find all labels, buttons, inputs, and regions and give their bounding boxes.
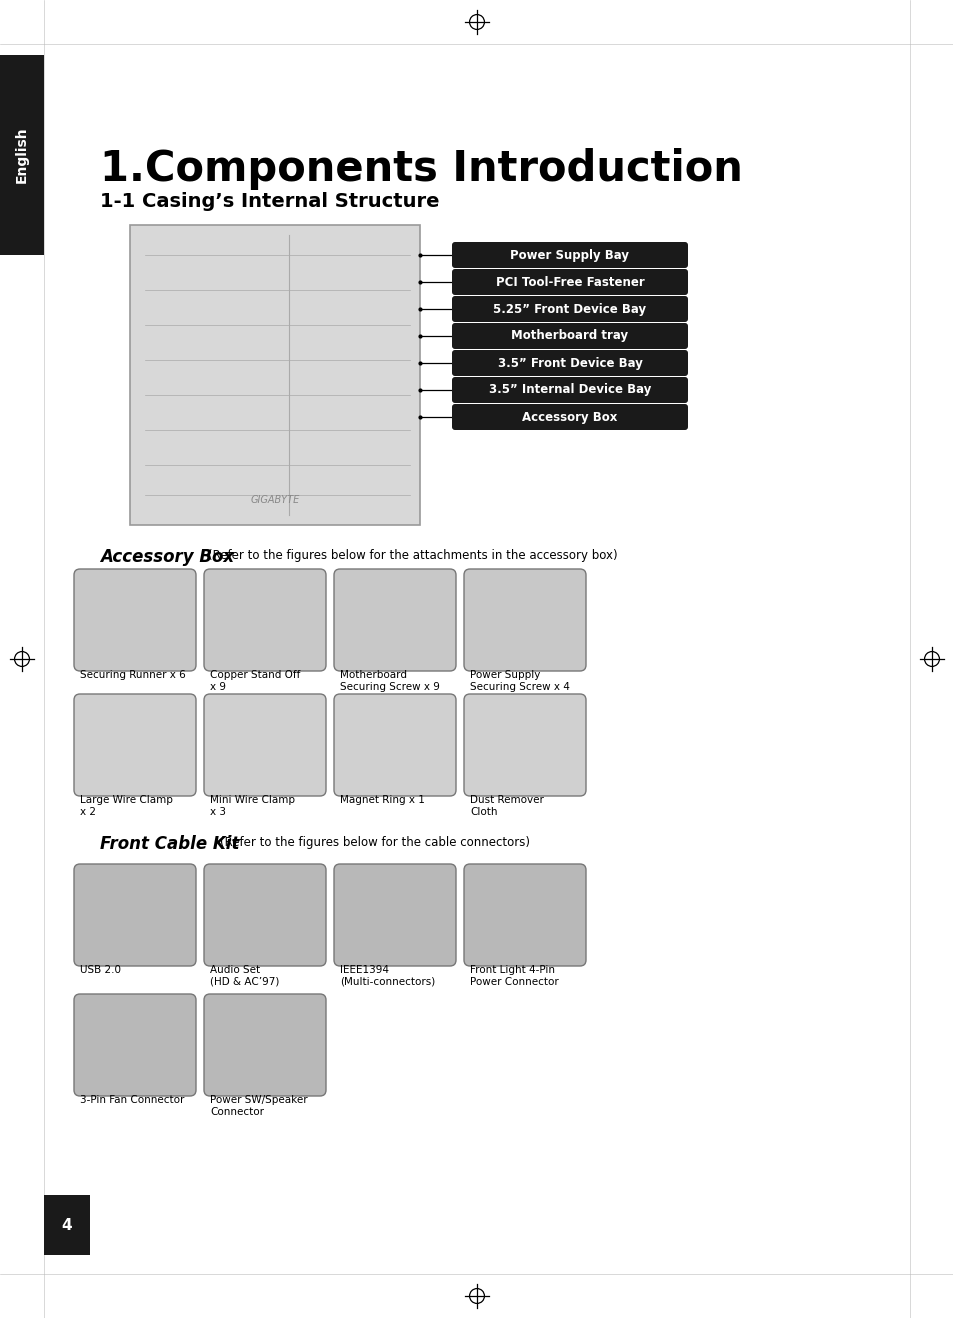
FancyBboxPatch shape xyxy=(334,695,456,796)
Text: 3.5” Front Device Bay: 3.5” Front Device Bay xyxy=(497,356,641,369)
Text: Front Cable Kit: Front Cable Kit xyxy=(100,836,239,853)
Bar xyxy=(44,1195,90,1255)
FancyBboxPatch shape xyxy=(334,569,456,671)
Text: Motherboard
Securing Screw x 9: Motherboard Securing Screw x 9 xyxy=(339,670,439,692)
Text: Mini Wire Clamp
x 3: Mini Wire Clamp x 3 xyxy=(210,795,294,817)
FancyBboxPatch shape xyxy=(74,695,195,796)
Text: USB 2.0: USB 2.0 xyxy=(80,965,121,975)
FancyBboxPatch shape xyxy=(204,865,326,966)
Text: (Refer to the figures below for the attachments in the accessory box): (Refer to the figures below for the atta… xyxy=(208,550,617,561)
FancyBboxPatch shape xyxy=(204,695,326,796)
FancyBboxPatch shape xyxy=(74,569,195,671)
Bar xyxy=(130,225,419,525)
Text: Dust Remover
Cloth: Dust Remover Cloth xyxy=(470,795,543,817)
Text: Magnet Ring x 1: Magnet Ring x 1 xyxy=(339,795,424,805)
Text: Motherboard tray: Motherboard tray xyxy=(511,330,628,343)
Text: Accessory Box: Accessory Box xyxy=(521,410,617,423)
Text: Audio Set
(HD & AC’97): Audio Set (HD & AC’97) xyxy=(210,965,279,987)
Text: Accessory Box: Accessory Box xyxy=(100,548,233,565)
Text: IEEE1394
(Multi-connectors): IEEE1394 (Multi-connectors) xyxy=(339,965,435,987)
Text: Large Wire Clamp
x 2: Large Wire Clamp x 2 xyxy=(80,795,172,817)
Bar xyxy=(0,55,44,254)
Text: 1.Components Introduction: 1.Components Introduction xyxy=(100,148,742,190)
FancyBboxPatch shape xyxy=(463,569,585,671)
FancyBboxPatch shape xyxy=(452,405,687,430)
FancyBboxPatch shape xyxy=(452,269,687,295)
FancyBboxPatch shape xyxy=(452,323,687,349)
Text: 3.5” Internal Device Bay: 3.5” Internal Device Bay xyxy=(488,384,651,397)
FancyBboxPatch shape xyxy=(452,297,687,322)
Text: English: English xyxy=(15,127,29,183)
Text: (Refer to the figures below for the cable connectors): (Refer to the figures below for the cabl… xyxy=(220,836,530,849)
FancyBboxPatch shape xyxy=(452,377,687,403)
Text: Power Supply
Securing Screw x 4: Power Supply Securing Screw x 4 xyxy=(470,670,569,692)
Text: PCI Tool-Free Fastener: PCI Tool-Free Fastener xyxy=(496,275,643,289)
FancyBboxPatch shape xyxy=(452,351,687,376)
FancyBboxPatch shape xyxy=(204,994,326,1097)
Text: Power SW/Speaker
Connector: Power SW/Speaker Connector xyxy=(210,1095,307,1116)
Text: Power Supply Bay: Power Supply Bay xyxy=(510,249,629,261)
Text: 5.25” Front Device Bay: 5.25” Front Device Bay xyxy=(493,303,646,315)
FancyBboxPatch shape xyxy=(334,865,456,966)
FancyBboxPatch shape xyxy=(463,695,585,796)
Text: 1-1 Casing’s Internal Structure: 1-1 Casing’s Internal Structure xyxy=(100,192,439,211)
Text: Front Light 4-Pin
Power Connector: Front Light 4-Pin Power Connector xyxy=(470,965,558,987)
Text: GIGABYTE: GIGABYTE xyxy=(250,496,299,505)
Text: Securing Runner x 6: Securing Runner x 6 xyxy=(80,670,186,680)
Text: 3-Pin Fan Connector: 3-Pin Fan Connector xyxy=(80,1095,184,1104)
Text: 4: 4 xyxy=(62,1218,72,1232)
Text: Copper Stand Off
x 9: Copper Stand Off x 9 xyxy=(210,670,300,692)
FancyBboxPatch shape xyxy=(452,243,687,268)
FancyBboxPatch shape xyxy=(204,569,326,671)
FancyBboxPatch shape xyxy=(74,994,195,1097)
FancyBboxPatch shape xyxy=(463,865,585,966)
FancyBboxPatch shape xyxy=(74,865,195,966)
